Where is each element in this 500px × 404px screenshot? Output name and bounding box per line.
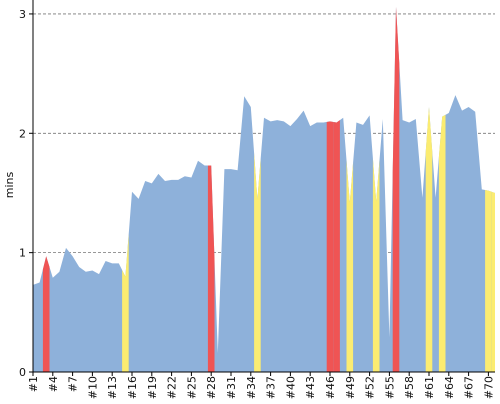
x-tick-label: #61 (423, 376, 436, 399)
y-tick-label: 1 (19, 247, 26, 260)
x-tick-label: #67 (463, 376, 476, 399)
axis-layer (32, 0, 495, 373)
x-tick-label: #49 (344, 376, 357, 399)
x-tick-label: #19 (146, 376, 159, 399)
x-tick-label: #52 (364, 376, 377, 399)
y-tick-label: 3 (19, 8, 26, 21)
x-tick-label: #1 (27, 376, 40, 392)
x-tick-label: #64 (443, 376, 456, 399)
x-tick-label: #46 (324, 376, 337, 399)
highlight-yellow-segment (491, 191, 495, 372)
x-tick-label: #55 (383, 376, 396, 399)
highlight-red-segment (207, 165, 215, 372)
y-tick-label: 0 (19, 366, 26, 379)
highlight-yellow-segment (425, 107, 433, 372)
x-tick-label: #34 (245, 376, 258, 399)
x-tick-label: #10 (86, 376, 99, 399)
y-tick-label: 2 (19, 127, 26, 140)
x-tick-label: #40 (284, 376, 297, 399)
highlight-red-segment (42, 256, 50, 372)
x-tick-label: #70 (482, 376, 495, 399)
highlight-yellow-segment (254, 152, 261, 372)
area-layer (33, 6, 495, 373)
x-tick-label: #37 (265, 376, 278, 399)
x-tick-label: #13 (106, 376, 119, 399)
x-tick-labels: #1 #4 #7 #10 #13 #16 #19 #22 #25 #28 #31 #34 #37 #40 #… (27, 372, 495, 399)
x-tick-label: #16 (126, 376, 139, 399)
highlight-yellow-segment (122, 234, 129, 372)
highlight-yellow-segment (346, 160, 354, 372)
highlight-yellow-segment (438, 114, 446, 373)
x-tick-label: #58 (403, 376, 416, 399)
x-tick-label: #25 (185, 376, 198, 399)
x-tick-label: #7 (67, 376, 80, 392)
x-tick-label: #22 (166, 376, 179, 399)
x-tick-label: #31 (225, 376, 238, 399)
y-axis-label: mins (3, 171, 16, 198)
highlight-red-segment (326, 121, 334, 373)
x-tick-label: #4 (47, 376, 60, 392)
y-tick-labels: 0 1 2 3 (19, 8, 33, 379)
highlight-yellow-segment (372, 158, 380, 372)
highlight-red-segment (392, 6, 400, 372)
highlight-yellow-segment (485, 189, 492, 372)
highlight-red-segment (333, 120, 340, 373)
x-tick-label: #43 (304, 376, 317, 399)
x-tick-label: #28 (205, 376, 218, 399)
